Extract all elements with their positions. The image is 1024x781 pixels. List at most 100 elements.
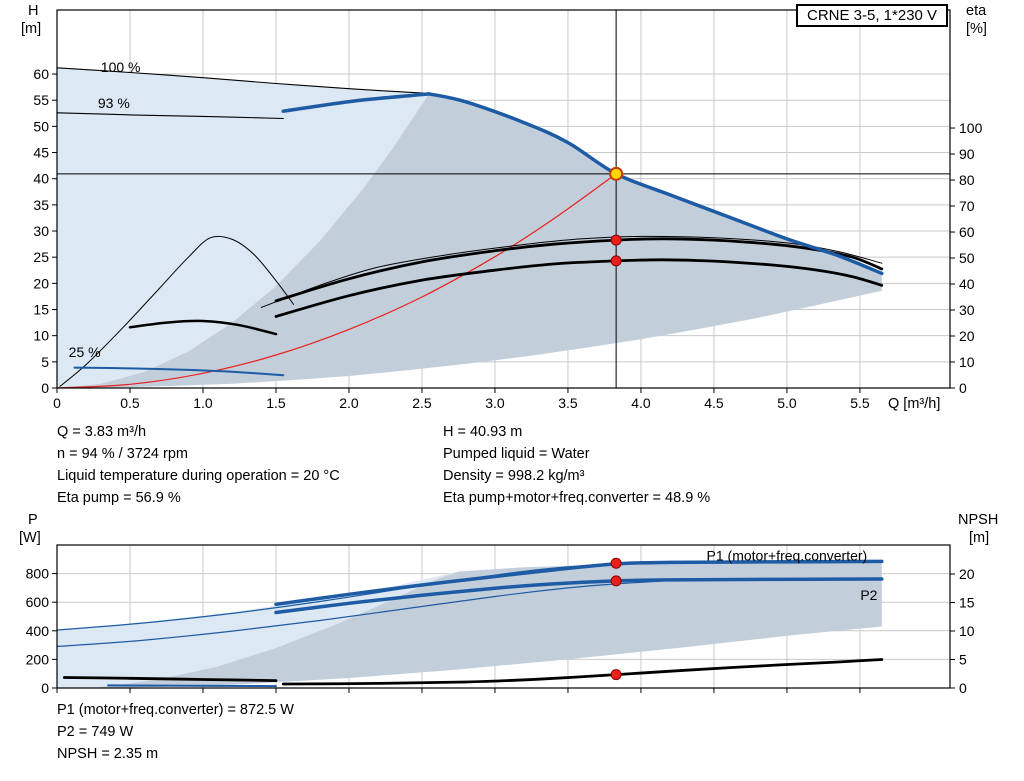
svg-text:0: 0	[959, 680, 967, 696]
eta-axis-unit: [%]	[966, 21, 987, 37]
svg-text:400: 400	[26, 623, 50, 639]
svg-text:55: 55	[33, 92, 49, 108]
svg-text:5.0: 5.0	[777, 395, 797, 411]
p-axis-label: P	[28, 512, 38, 528]
svg-text:60: 60	[33, 66, 49, 82]
p2-max-thin-curve	[56, 579, 671, 648]
p1-curve	[274, 559, 884, 607]
svg-text:10: 10	[959, 623, 975, 639]
envelope-rise-curve	[281, 92, 432, 113]
p-25pct-curve	[107, 684, 277, 688]
p-axis-unit: [W]	[19, 530, 41, 546]
npsh-axis-label: NPSH	[958, 512, 999, 528]
pump-model-box: CRNE 3-5, 1*230 V	[796, 4, 949, 27]
eta-pump-point	[610, 234, 622, 246]
svg-text:5: 5	[41, 354, 49, 370]
svg-text:800: 800	[26, 566, 50, 582]
label-100-pct: 100 %	[101, 59, 141, 75]
system-curve	[56, 173, 617, 389]
qh-eta-chart: 0 0.5 1.0 1.5 2.0 2.5 3.0 3.5 4.0 4.5 5.0 5.5 0 5 10 15…	[33, 9, 983, 411]
svg-text:200: 200	[26, 651, 50, 667]
svg-text:0: 0	[41, 680, 49, 696]
operating-envelope-area	[57, 93, 882, 389]
qh-eta-chart-border	[56, 9, 951, 389]
npsh-value-text: NPSH = 2.35 m	[57, 746, 159, 762]
svg-text:0: 0	[53, 395, 61, 411]
max-duty-curve	[427, 92, 884, 276]
svg-text:0: 0	[959, 380, 967, 396]
power-npsh-chart-tick-labels: 0 200 400 600 800 0 5 10 15 20	[26, 566, 975, 696]
svg-text:90: 90	[959, 146, 975, 162]
svg-text:45: 45	[33, 145, 49, 161]
label-p2: P2	[860, 587, 877, 603]
svg-text:35: 35	[33, 197, 49, 213]
svg-text:40: 40	[33, 171, 49, 187]
power-info: P1 (motor+freq.converter) = 872.5 W P2 =…	[57, 699, 294, 765]
svg-text:100: 100	[959, 120, 983, 136]
power-envelope-area	[93, 561, 882, 688]
npsh-left-curve	[62, 676, 278, 682]
h-axis-unit: [m]	[21, 21, 42, 37]
svg-text:4.5: 4.5	[704, 395, 724, 411]
eta-pump-text: Eta pump = 56.9 %	[57, 490, 181, 506]
svg-text:4.0: 4.0	[631, 395, 651, 411]
power-npsh-chart: 0 200 400 600 800 0 5 10 15 20 P1 (motor+freq.conv…	[26, 544, 975, 696]
svg-text:600: 600	[26, 594, 50, 610]
svg-text:30: 30	[959, 302, 975, 318]
duty-head-text: H = 40.93 m	[443, 424, 523, 440]
svg-text:40: 40	[959, 276, 975, 292]
duty-flow-text: Q = 3.83 m³/h	[57, 424, 147, 440]
density-text: Density = 998.2 kg/m³	[443, 468, 585, 484]
power-npsh-chart-tick-marks	[52, 573, 955, 693]
svg-text:0: 0	[41, 380, 49, 396]
eta-total-curve	[274, 258, 884, 318]
p2-curve	[274, 577, 884, 615]
liquid-temp-text: Liquid temperature during operation = 20…	[57, 468, 340, 484]
qh-25pct-curve	[73, 366, 285, 377]
svg-text:10: 10	[33, 328, 49, 344]
pumped-liquid-text: Pumped liquid = Water	[443, 446, 590, 462]
speed-100pct-curve	[56, 67, 430, 94]
duty-speed-text: n = 94 % / 3724 rpm	[57, 446, 188, 462]
svg-text:70: 70	[959, 198, 975, 214]
eta-25pct-curve	[128, 319, 278, 336]
qh-eta-chart-tick-labels: 0 0.5 1.0 1.5 2.0 2.5 3.0 3.5 4.0 4.5 5.0 5.5 0 5 10 15…	[33, 66, 982, 411]
svg-text:20: 20	[33, 275, 49, 291]
svg-text:5: 5	[959, 652, 967, 668]
eta-dome-curve	[59, 235, 294, 387]
svg-text:80: 80	[959, 172, 975, 188]
svg-text:25: 25	[33, 249, 49, 265]
duty-info-right: H = 40.93 m Pumped liquid = Water Densit…	[443, 421, 710, 509]
svg-text:3.5: 3.5	[558, 395, 578, 411]
p2-point	[610, 575, 622, 587]
svg-text:30: 30	[33, 223, 49, 239]
svg-text:1.0: 1.0	[193, 395, 213, 411]
svg-text:20: 20	[959, 566, 975, 582]
power-npsh-chart-border	[56, 544, 951, 689]
eta-axis-label: eta	[966, 3, 987, 19]
label-93-pct: 93 %	[98, 95, 130, 111]
svg-text:10: 10	[959, 354, 975, 370]
svg-text:5.5: 5.5	[850, 395, 870, 411]
svg-text:15: 15	[959, 595, 975, 611]
p1-point	[610, 557, 622, 569]
duty-info-left: Q = 3.83 m³/h n = 94 % / 3724 rpm Liquid…	[57, 421, 340, 509]
h-axis-label: H	[28, 3, 39, 19]
label-25-pct: 25 %	[69, 344, 101, 360]
svg-text:2.5: 2.5	[412, 395, 432, 411]
speed-93pct-curve	[56, 112, 284, 120]
svg-text:50: 50	[33, 118, 49, 134]
svg-text:15: 15	[33, 302, 49, 318]
svg-text:3.0: 3.0	[485, 395, 505, 411]
svg-text:0.5: 0.5	[120, 395, 140, 411]
eta-total-point	[610, 255, 622, 267]
duty-point	[609, 166, 624, 181]
qh-eta-chart-tick-marks	[52, 73, 955, 393]
q-axis-label: Q [m³/h]	[888, 396, 941, 412]
npsh-point	[610, 669, 622, 681]
svg-text:1.5: 1.5	[266, 395, 286, 411]
p2-value-text: P2 = 749 W	[57, 724, 134, 740]
label-p1: P1 (motor+freq.converter)	[707, 548, 868, 564]
